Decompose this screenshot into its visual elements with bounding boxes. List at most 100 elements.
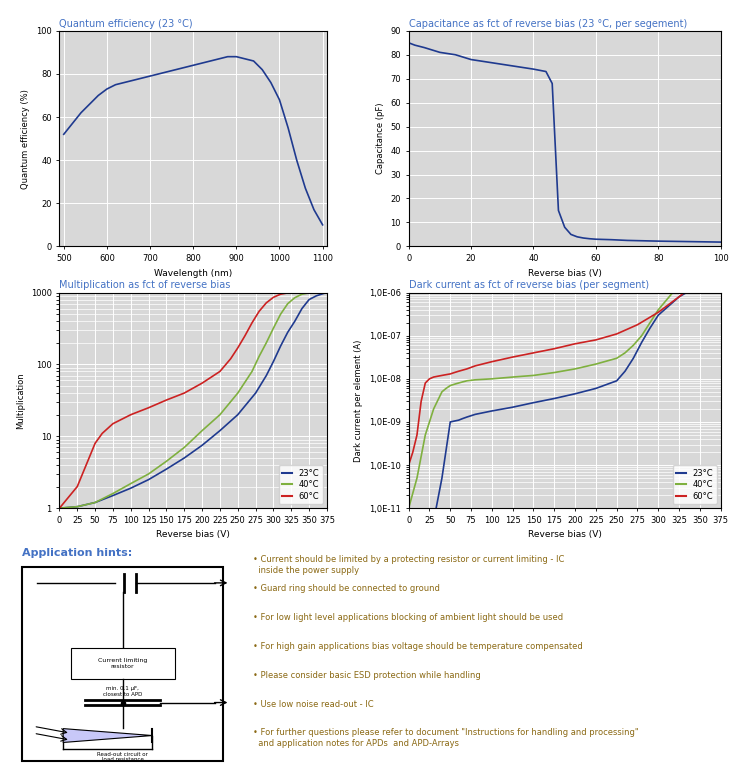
60°C: [404, 460, 413, 470]
40°C: [126, 479, 135, 488]
60°C: [91, 439, 100, 448]
Text: Current limiting
resistor: Current limiting resistor: [98, 658, 147, 669]
Text: • For further questions please refer to document "Instructions for handling and : • For further questions please refer to …: [253, 728, 638, 748]
23°C: [319, 289, 328, 298]
60°C: [454, 367, 463, 376]
40°C: [716, 245, 725, 254]
60°C: [591, 335, 600, 344]
40°C: [297, 290, 306, 299]
23°C: [454, 416, 463, 425]
23°C: [458, 414, 467, 424]
60°C: [633, 320, 642, 330]
23°C: [251, 388, 260, 397]
23°C: [471, 410, 480, 419]
60°C: [312, 288, 321, 297]
Text: • Please consider basic ESD protection while handling: • Please consider basic ESD protection w…: [253, 671, 481, 680]
60°C: [305, 288, 314, 297]
23°C: [450, 417, 459, 426]
60°C: [226, 354, 235, 363]
Text: • For high gain applications bias voltage should be temperature compensated: • For high gain applications bias voltag…: [253, 642, 583, 651]
40°C: [675, 280, 684, 290]
40°C: [637, 331, 646, 340]
60°C: [247, 318, 256, 327]
40°C: [412, 474, 421, 483]
23°C: [262, 371, 270, 380]
Line: 60°C: 60°C: [409, 259, 721, 465]
60°C: [421, 378, 429, 387]
40°C: [454, 378, 463, 387]
23°C: [198, 440, 207, 450]
Line: 23°C: 23°C: [59, 293, 327, 508]
23°C: [404, 590, 413, 599]
Y-axis label: Multiplication: Multiplication: [16, 372, 25, 429]
23°C: [654, 310, 663, 320]
60°C: [262, 298, 270, 307]
23°C: [233, 410, 242, 420]
60°C: [612, 330, 621, 339]
23°C: [322, 288, 331, 297]
23°C: [421, 547, 429, 556]
40°C: [262, 338, 270, 347]
60°C: [508, 353, 517, 362]
60°C: [716, 254, 725, 263]
60°C: [571, 339, 580, 348]
23°C: [429, 517, 438, 526]
Bar: [71, 648, 175, 679]
60°C: [441, 370, 450, 380]
23°C: [591, 383, 600, 393]
60°C: [412, 430, 421, 440]
60°C: [144, 403, 153, 413]
23°C: [529, 398, 538, 407]
23°C: [215, 426, 224, 435]
40°C: [180, 443, 189, 452]
60°C: [433, 372, 442, 381]
23°C: [269, 357, 278, 366]
60°C: [198, 379, 207, 388]
23°C: [675, 292, 684, 301]
60°C: [291, 288, 299, 297]
23°C: [646, 323, 655, 333]
40°C: [695, 258, 704, 267]
Text: min. 0.1 µF,
closest to APD: min. 0.1 µF, closest to APD: [103, 686, 142, 697]
40°C: [162, 457, 171, 466]
60°C: [462, 364, 471, 373]
40°C: [215, 410, 224, 420]
40°C: [108, 489, 117, 498]
40°C: [269, 323, 278, 333]
23°C: [462, 413, 471, 422]
40°C: [255, 352, 264, 361]
23°C: [620, 367, 629, 376]
60°C: [233, 343, 242, 353]
40°C: [421, 430, 429, 440]
60°C: [108, 419, 117, 428]
23°C: [126, 484, 135, 493]
40°C: [55, 504, 64, 513]
40°C: [450, 380, 459, 389]
23°C: [276, 342, 285, 351]
Line: 60°C: 60°C: [59, 293, 327, 508]
Legend: 23°C, 40°C, 60°C: 23°C, 40°C, 60°C: [279, 465, 322, 504]
40°C: [198, 426, 207, 435]
Text: Application hints:: Application hints:: [22, 548, 132, 558]
23°C: [180, 454, 189, 463]
Line: 23°C: 23°C: [409, 272, 721, 594]
X-axis label: Reverse bias (V): Reverse bias (V): [528, 269, 602, 278]
FancyBboxPatch shape: [22, 567, 223, 761]
40°C: [319, 288, 328, 297]
40°C: [144, 469, 153, 478]
60°C: [695, 275, 704, 284]
60°C: [450, 368, 459, 377]
60°C: [215, 367, 224, 376]
Y-axis label: Capacitance (pF): Capacitance (pF): [376, 103, 385, 174]
40°C: [247, 367, 256, 376]
60°C: [322, 288, 331, 297]
23°C: [637, 338, 646, 347]
40°C: [233, 388, 242, 397]
60°C: [446, 370, 455, 379]
60°C: [550, 344, 559, 353]
Line: 40°C: 40°C: [409, 249, 721, 508]
60°C: [297, 288, 306, 297]
40°C: [322, 288, 331, 297]
23°C: [144, 475, 153, 484]
23°C: [412, 560, 421, 569]
